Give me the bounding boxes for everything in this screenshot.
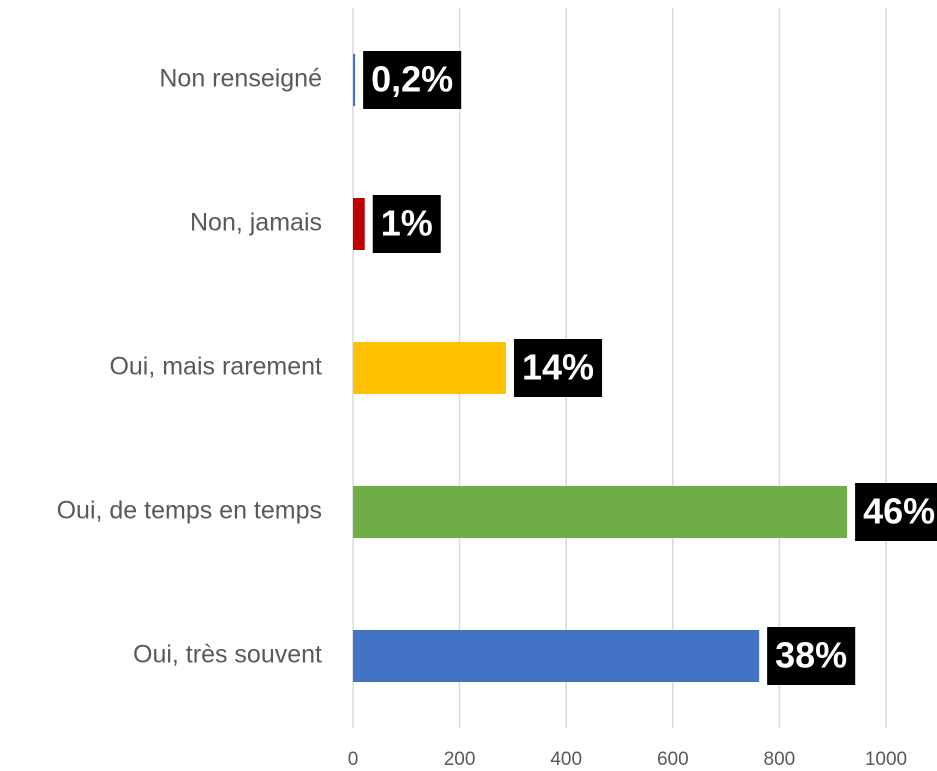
- value-label: 0,2%: [371, 59, 453, 100]
- y-tick-label: Oui, mais rarement: [109, 353, 322, 381]
- x-tick-label: 600: [657, 749, 689, 770]
- x-tick-label: 200: [444, 749, 476, 770]
- value-label-box: [372, 195, 441, 253]
- x-tick-label: 800: [764, 749, 796, 770]
- value-label-box: [513, 339, 603, 397]
- x-tick-label: 0: [348, 749, 359, 770]
- value-label-box: [855, 483, 937, 541]
- value-label-box: [767, 627, 856, 685]
- x-tick-label: 1000: [865, 749, 907, 770]
- y-tick-label: Oui, de temps en temps: [57, 497, 322, 525]
- value-label: 38%: [775, 635, 847, 676]
- bar: [353, 630, 760, 682]
- value-label-box: [363, 51, 462, 109]
- y-tick-label: Oui, très souvent: [133, 641, 322, 669]
- value-label: 14%: [522, 347, 594, 388]
- x-tick-label: 400: [550, 749, 582, 770]
- value-label: 1%: [381, 203, 433, 244]
- y-tick-label: Non, jamais: [190, 209, 322, 237]
- bar: [353, 198, 365, 250]
- bar: [353, 486, 848, 538]
- bar: [353, 342, 506, 394]
- bar: [353, 54, 356, 106]
- y-tick-label: Non renseigné: [159, 65, 322, 93]
- value-label: 46%: [863, 491, 935, 532]
